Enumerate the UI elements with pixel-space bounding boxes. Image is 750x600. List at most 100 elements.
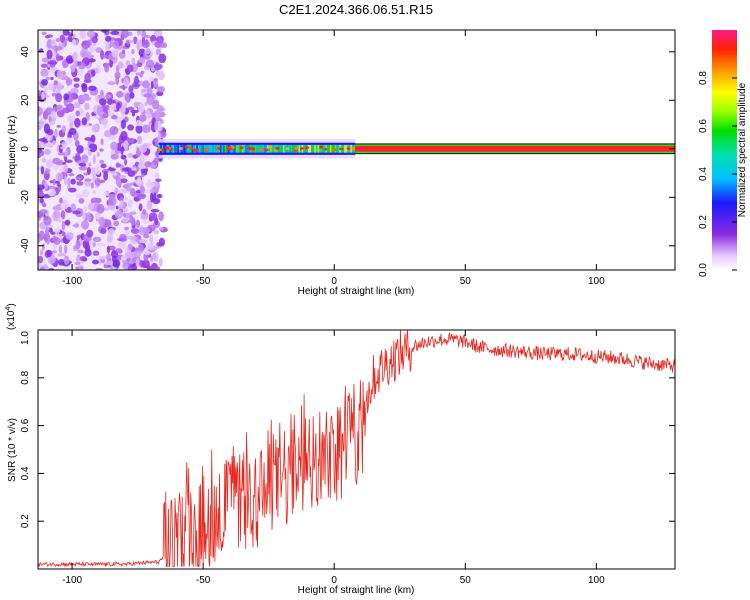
noise-blob [116, 237, 126, 242]
noise-blob [70, 203, 76, 212]
noise-blob [59, 34, 66, 43]
noise-blob [41, 79, 49, 86]
noise-blob [92, 236, 102, 243]
x-tick-label: -50 [196, 575, 211, 586]
noise-blob [41, 157, 47, 163]
band-peak [251, 147, 256, 151]
noise-blob [48, 70, 54, 74]
band-cell [273, 144, 276, 153]
noise-blob [55, 227, 61, 233]
noise-blob [157, 38, 164, 43]
noise-blob [64, 244, 68, 255]
noise-blob [139, 259, 144, 268]
noise-blob [145, 181, 155, 189]
colorbar-ticks: 0.0 0.2 0.4 0.6 0.8 [698, 71, 737, 277]
noise-blob [52, 157, 61, 165]
noise-blob [113, 220, 120, 227]
band-cell [185, 144, 187, 153]
band-cell [322, 144, 324, 153]
noise-blob [46, 143, 53, 147]
noise-blob [60, 202, 65, 209]
noise-blob [38, 148, 43, 155]
noise-blob [136, 135, 143, 145]
noise-blob [88, 85, 97, 91]
noise-blob [72, 224, 80, 228]
noise-blob [131, 49, 135, 55]
noise-blob [88, 143, 98, 153]
band-cell [314, 144, 316, 153]
noise-blob [123, 140, 129, 151]
band-peak [247, 147, 252, 150]
noise-blob [124, 196, 128, 201]
noise-blob [106, 253, 112, 262]
noise-blob [86, 166, 91, 175]
noise-blob [107, 167, 116, 171]
noise-blob [100, 118, 109, 125]
band-cell [196, 144, 198, 153]
noise-blob [38, 255, 44, 264]
noise-blob [154, 41, 163, 48]
noise-blob [81, 220, 90, 230]
noise-blob [76, 181, 84, 186]
noise-blob [129, 92, 135, 99]
band-cell [256, 144, 258, 153]
noise-blob [96, 203, 105, 214]
noise-blob [104, 94, 112, 99]
noise-blob [107, 107, 114, 117]
noise-blob [41, 31, 47, 36]
band-peak [294, 147, 299, 150]
noise-blob [141, 259, 150, 269]
band-peak [204, 148, 209, 151]
snr-multiplier-exp: 4 [5, 307, 12, 311]
snr-multiplier: (x104) [5, 303, 17, 330]
noise-blob [107, 197, 117, 206]
snr-series [38, 330, 675, 568]
snr-frame [37, 329, 676, 570]
band-cell [182, 144, 184, 153]
noise-blob [39, 267, 46, 270]
noise-blob [50, 76, 54, 81]
noise-blob [127, 106, 135, 111]
x-tick-label: 0 [331, 575, 337, 586]
noise-blob [127, 199, 133, 208]
noise-blob [136, 79, 140, 84]
noise-blob [153, 157, 159, 166]
band-cell [202, 144, 205, 153]
noise-blob [158, 131, 162, 140]
noise-blob [119, 174, 126, 178]
noise-blob [85, 244, 91, 253]
band-cell [262, 144, 264, 153]
noise-blob [56, 124, 62, 128]
noise-blob [137, 193, 147, 200]
noise-blob [110, 141, 118, 151]
band-cell [213, 144, 216, 153]
noise-blob [144, 48, 151, 55]
band-cell [308, 144, 310, 153]
noise-blob [70, 87, 79, 95]
noise-blob [110, 30, 120, 36]
noise-blob [56, 183, 61, 187]
band-cell [317, 144, 320, 153]
noise-blob [47, 188, 57, 197]
band-cell [163, 144, 165, 153]
noise-blob [38, 124, 42, 131]
band-cell [309, 144, 312, 153]
noise-blob [118, 107, 126, 114]
noise-blob [39, 209, 48, 215]
band-cell [186, 144, 189, 153]
noise-blob [57, 152, 66, 156]
noise-blob [48, 60, 58, 65]
noise-blob [75, 193, 83, 199]
noise-blob [38, 138, 48, 142]
noise-blob [64, 159, 73, 164]
band-cell [328, 144, 331, 153]
band-peak [239, 146, 244, 150]
noise-blob [99, 98, 107, 106]
band-cell [337, 144, 340, 153]
noise-blob [154, 62, 160, 71]
noise-blob [158, 53, 167, 64]
noise-blob [73, 83, 80, 88]
noise-blob [139, 114, 147, 122]
noise-blob [73, 77, 80, 82]
noise-blob [149, 76, 154, 83]
